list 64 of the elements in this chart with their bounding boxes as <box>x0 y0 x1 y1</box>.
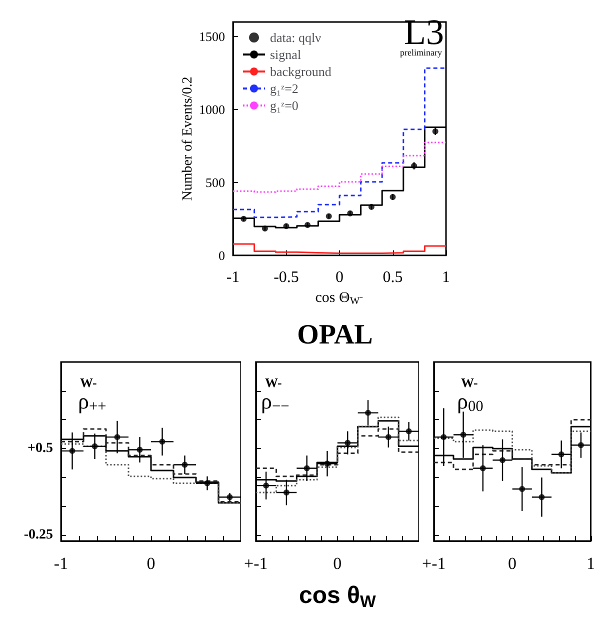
x-tick-label: -1 <box>226 268 240 286</box>
x-tick-label: 1 <box>442 268 450 286</box>
y-tick-label: 500 <box>206 174 225 190</box>
y-tick-label: 0 <box>218 248 225 263</box>
point <box>283 223 290 230</box>
legend-label: data: qqlν <box>270 30 322 45</box>
y-tick-label: +0.5 <box>28 441 53 456</box>
x-tick-label: 0 <box>336 268 344 286</box>
annotation: ρ−− <box>261 388 290 415</box>
point <box>578 442 584 448</box>
point <box>432 128 438 134</box>
x-tick-label: -0.5 <box>274 268 299 286</box>
annotation: W- <box>265 375 282 390</box>
point <box>324 460 330 467</box>
point <box>368 204 374 210</box>
point <box>304 222 311 228</box>
point <box>480 465 486 472</box>
point <box>558 451 564 458</box>
chart-title: OPAL <box>297 320 373 350</box>
point <box>283 490 290 496</box>
annotation: ρ++ <box>78 388 106 415</box>
annotation: W- <box>80 375 97 390</box>
y-tick-label: 1000 <box>199 102 225 118</box>
point <box>263 482 270 489</box>
point <box>159 438 166 445</box>
point <box>136 446 143 453</box>
point <box>304 465 310 472</box>
y-tick-label: -0.25 <box>24 528 53 543</box>
point <box>390 194 396 200</box>
annotation: W- <box>461 375 478 390</box>
legend-label: background <box>270 64 332 79</box>
point <box>69 448 76 454</box>
point <box>500 457 506 464</box>
x-tick-label: +-1 <box>422 554 446 573</box>
x-tick-label: 1 <box>586 554 595 573</box>
point <box>519 486 526 492</box>
point <box>406 428 412 434</box>
x-tick-label: +-1 <box>244 554 268 573</box>
legend-label: g₁ᶻ=0 <box>270 98 298 113</box>
point <box>114 434 120 440</box>
x-tick-label: 0 <box>508 554 517 573</box>
y-tick-label: 1500 <box>199 29 225 44</box>
x-tick-label: 0 <box>333 554 342 573</box>
point <box>262 226 268 232</box>
point <box>365 410 372 416</box>
point <box>182 462 188 468</box>
x-tick-label: 0.5 <box>382 268 403 286</box>
point <box>385 434 392 440</box>
point <box>411 162 418 169</box>
point <box>92 443 98 450</box>
x-tick-label: -1 <box>54 554 68 573</box>
x-tick-label: 0 <box>146 554 156 573</box>
point <box>460 432 466 438</box>
point <box>440 434 447 440</box>
legend-label: g₁ᶻ=2 <box>270 81 298 96</box>
point <box>204 480 210 486</box>
point <box>326 213 332 220</box>
point <box>538 494 545 500</box>
point <box>344 440 351 446</box>
y-axis-title: Number of Events/0.2 <box>180 76 196 201</box>
point <box>240 216 247 222</box>
point <box>226 494 233 500</box>
point <box>347 210 354 216</box>
legend-label: signal <box>270 47 302 62</box>
